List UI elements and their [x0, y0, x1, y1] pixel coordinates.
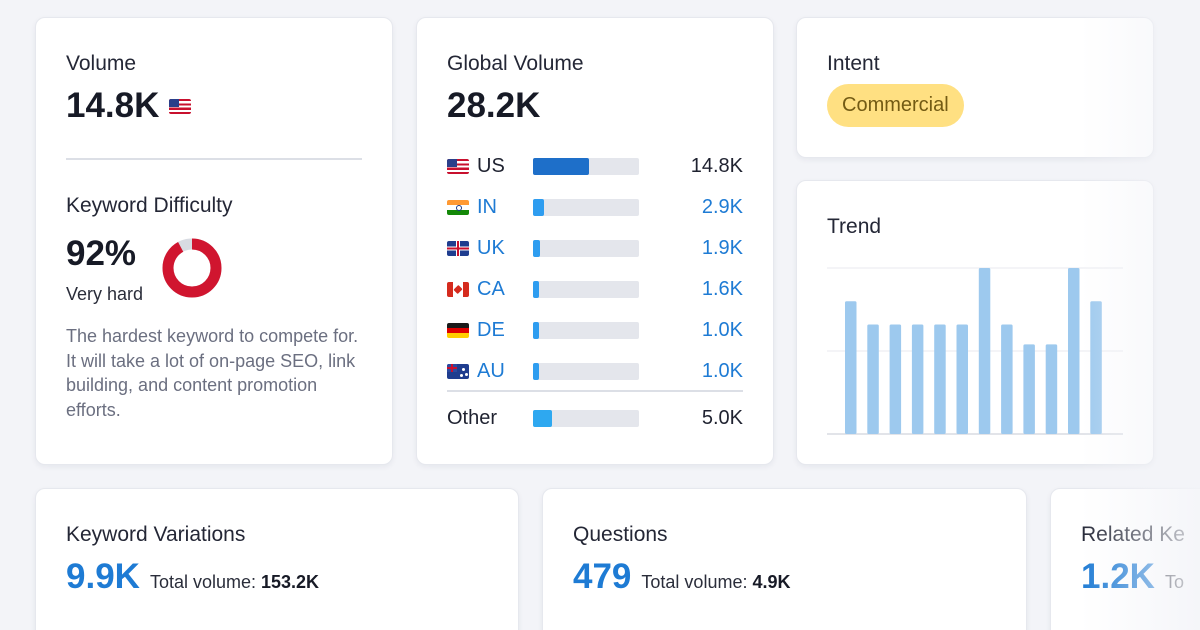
volume-value: 14.8K: [66, 86, 160, 125]
country-code[interactable]: CA: [477, 278, 505, 300]
keyword-difficulty-label: Keyword Difficulty: [66, 194, 233, 217]
country-row-other: Other 5.0K: [447, 398, 743, 439]
country-bar: [533, 281, 639, 298]
questions-stats: 479 Total volume: 4.9K: [573, 557, 791, 597]
country-row-in[interactable]: IN 2.9K: [447, 187, 743, 228]
trend-bar[interactable]: [934, 324, 946, 434]
country-bar-fill: [533, 410, 552, 427]
related-keywords-stats: 1.2K To: [1081, 557, 1184, 597]
country-row-de[interactable]: DE 1.0K: [447, 310, 743, 351]
country-bar: [533, 240, 639, 257]
global-volume-card: Global Volume 28.2K US 14.8K IN 2.9K UK …: [416, 17, 774, 465]
questions-label: Questions: [573, 523, 668, 546]
country-row-uk[interactable]: UK 1.9K: [447, 228, 743, 269]
divider: [66, 158, 362, 160]
keyword-variations-label: Keyword Variations: [66, 523, 246, 546]
volume-label: Volume: [66, 52, 137, 75]
country-list: US 14.8K IN 2.9K UK 1.9K CA 1.6K DE 1.0K: [447, 146, 743, 392]
uk-flag-icon: [447, 241, 469, 256]
divider: [447, 390, 743, 392]
related-keywords-label: Related Ke: [1081, 523, 1185, 546]
country-volume[interactable]: 2.9K: [701, 196, 743, 218]
country-volume[interactable]: 1.6K: [701, 278, 743, 300]
trend-bar[interactable]: [911, 324, 924, 434]
other-volume: 5.0K: [701, 407, 743, 429]
global-volume-label: Global Volume: [447, 52, 584, 75]
trend-card: Trend: [796, 180, 1154, 465]
difficulty-donut-icon: [162, 238, 222, 298]
total-volume-value: 153.2K: [261, 572, 320, 592]
keyword-difficulty-level: Very hard: [66, 284, 144, 304]
keyword-variations-count[interactable]: 9.9K: [66, 557, 140, 596]
trend-bar[interactable]: [1001, 324, 1013, 434]
total-volume-label: Total volume:: [149, 572, 256, 592]
trend-bar[interactable]: [1068, 268, 1080, 434]
global-volume-value: 28.2K: [447, 86, 541, 125]
keyword-difficulty-description: The hardest keyword to compete for. It w…: [66, 326, 359, 420]
country-code[interactable]: UK: [477, 237, 505, 259]
trend-bar[interactable]: [867, 324, 879, 434]
ca-flag-icon: [447, 282, 469, 297]
questions-count[interactable]: 479: [573, 557, 632, 596]
country-bar-fill: [533, 281, 540, 298]
questions-total: Total volume: 4.9K: [641, 572, 790, 593]
country-bar-fill: [533, 240, 541, 257]
country-volume[interactable]: 1.0K: [701, 360, 743, 382]
trend-bar[interactable]: [889, 324, 902, 434]
trend-bar[interactable]: [1045, 344, 1058, 434]
country-bar: [533, 410, 639, 427]
country-row-ca[interactable]: CA 1.6K: [447, 269, 743, 310]
related-keywords-count[interactable]: 1.2K: [1081, 557, 1155, 596]
country-bar: [533, 322, 639, 339]
country-row-us[interactable]: US 14.8K: [447, 146, 743, 187]
questions-card[interactable]: Questions 479 Total volume: 4.9K: [542, 488, 1027, 630]
total-volume-label: Total volume:: [641, 572, 748, 592]
related-total-label: To: [1164, 572, 1184, 592]
trend-bar[interactable]: [956, 324, 969, 434]
country-code: US: [477, 155, 505, 177]
keyword-variations-total: Total volume: 153.2K: [150, 572, 319, 593]
trend-bar[interactable]: [845, 301, 857, 434]
country-bar: [533, 199, 639, 216]
keyword-difficulty-value: 92%: [66, 234, 137, 273]
keyword-variations-stats: 9.9K Total volume: 153.2K: [66, 557, 319, 597]
trend-bar[interactable]: [1023, 344, 1035, 434]
au-flag-icon: [447, 364, 469, 379]
intent-label: Intent: [827, 52, 880, 75]
trend-bar[interactable]: [1090, 301, 1102, 434]
volume-value-row: 14.8K: [66, 86, 192, 126]
other-label: Other: [447, 407, 498, 429]
country-volume: 14.8K: [690, 155, 743, 177]
intent-card: Intent Commercial: [796, 17, 1154, 158]
in-flag-icon: [447, 200, 469, 215]
country-bar-fill: [533, 199, 544, 216]
us-flag-icon: [447, 159, 469, 174]
country-bar-fill: [533, 322, 540, 339]
country-code[interactable]: IN: [477, 196, 497, 218]
difficulty-donut-arc: [162, 238, 222, 298]
country-code[interactable]: AU: [477, 360, 505, 382]
country-bar-fill: [533, 363, 540, 380]
country-code[interactable]: DE: [477, 319, 505, 341]
us-flag-icon: [169, 98, 192, 114]
trend-label: Trend: [827, 215, 882, 238]
trend-bar[interactable]: [978, 268, 991, 434]
de-flag-icon: [447, 323, 469, 338]
volume-card: Volume 14.8K Keyword Difficulty 92% Very…: [35, 17, 393, 465]
intent-badge: Commercial: [827, 84, 964, 127]
related-keywords-card[interactable]: Related Ke 1.2K To: [1050, 488, 1200, 630]
keyword-variations-card[interactable]: Keyword Variations 9.9K Total volume: 15…: [35, 488, 519, 630]
country-bar: [533, 363, 639, 380]
trend-chart: [827, 267, 1123, 435]
country-row-au[interactable]: AU 1.0K: [447, 351, 743, 392]
country-bar: [533, 158, 639, 175]
country-volume[interactable]: 1.0K: [701, 319, 743, 341]
total-volume-value: 4.9K: [752, 572, 791, 592]
country-bar-fill: [533, 158, 589, 175]
country-volume[interactable]: 1.9K: [701, 237, 743, 259]
